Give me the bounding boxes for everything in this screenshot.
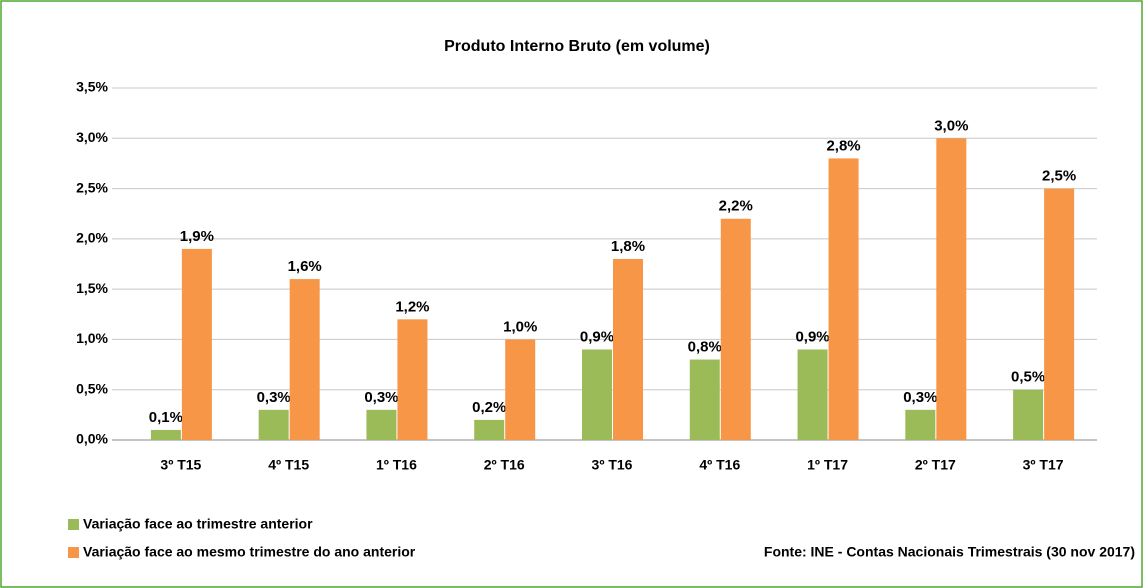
data-label: 0,8% <box>688 339 722 356</box>
bar <box>366 409 397 440</box>
bar <box>828 158 859 440</box>
data-label: 2,5% <box>1042 168 1076 185</box>
bar <box>397 319 428 440</box>
x-tick-label: 4º T15 <box>268 457 309 473</box>
bar <box>905 409 936 440</box>
bar <box>720 218 751 440</box>
source-note: Fonte: INE - Contas Nacionais Trimestrai… <box>764 544 1135 560</box>
data-label: 1,9% <box>180 228 214 245</box>
bar <box>1013 389 1044 440</box>
bar <box>797 349 828 440</box>
bar <box>689 359 720 440</box>
bar <box>150 429 181 440</box>
bar <box>505 339 536 440</box>
data-label: 0,2% <box>472 399 506 416</box>
legend-swatch <box>68 547 79 558</box>
data-label: 0,3% <box>257 389 291 406</box>
x-tick-label: 1º T17 <box>807 457 848 473</box>
x-tick-label: 1º T16 <box>376 457 417 473</box>
y-tick-label: 0,5% <box>76 380 108 396</box>
bar <box>936 138 967 441</box>
data-label: 1,2% <box>395 298 429 315</box>
y-tick-label: 1,5% <box>76 280 108 296</box>
x-tick-label: 2º T16 <box>484 457 525 473</box>
legend-label: Variação face ao mesmo trimestre do ano … <box>83 544 416 560</box>
data-label: 0,1% <box>149 409 183 426</box>
chart-title: Produto Interno Bruto (em volume) <box>444 38 710 55</box>
bar <box>1044 188 1075 440</box>
data-label: 2,2% <box>719 198 753 215</box>
y-tick-label: 1,0% <box>76 330 108 346</box>
data-label: 1,0% <box>503 318 537 335</box>
legend-swatch <box>68 519 79 530</box>
bar <box>258 409 289 440</box>
data-label: 0,5% <box>1011 369 1045 386</box>
y-tick-label: 2,0% <box>76 230 108 246</box>
data-label: 0,9% <box>795 328 829 345</box>
data-label: 1,6% <box>288 258 322 275</box>
y-tick-label: 0,0% <box>76 431 108 447</box>
data-label: 2,8% <box>826 137 860 154</box>
data-label: 0,9% <box>580 328 614 345</box>
bar <box>582 349 612 440</box>
data-label: 3,0% <box>934 117 968 134</box>
legend-label: Variação face ao trimestre anterior <box>83 516 313 532</box>
x-tick-label: 4º T16 <box>699 457 740 473</box>
y-tick-label: 3,0% <box>76 129 108 145</box>
data-label: 1,8% <box>611 238 645 255</box>
x-tick-label: 2º T17 <box>915 457 956 473</box>
x-tick-label: 3º T16 <box>592 457 633 473</box>
x-tick-label: 3º T15 <box>160 457 201 473</box>
bar <box>289 279 320 440</box>
y-tick-label: 2,5% <box>76 179 108 195</box>
bar <box>181 248 212 440</box>
bar <box>613 258 643 440</box>
data-label: 0,3% <box>903 389 937 406</box>
x-tick-label: 3º T17 <box>1023 457 1064 473</box>
bar <box>474 419 505 440</box>
y-tick-label: 3,5% <box>76 79 108 95</box>
data-label: 0,3% <box>364 389 398 406</box>
